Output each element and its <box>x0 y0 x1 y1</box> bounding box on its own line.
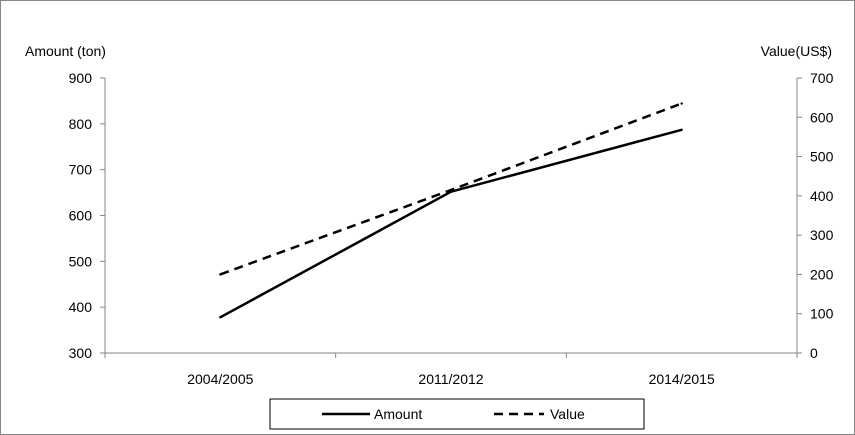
series-point-value <box>219 273 222 276</box>
left-axis-tick-label: 600 <box>69 208 93 224</box>
right-axis-title: Value(US$) <box>761 43 832 59</box>
series-point-amount <box>219 316 222 319</box>
left-axis-tick-label: 300 <box>69 345 93 361</box>
left-axis-tick-label: 800 <box>69 116 93 132</box>
legend-label-amount: Amount <box>374 406 422 422</box>
left-axis-tick-label: 500 <box>69 253 93 269</box>
series-layer <box>219 102 683 319</box>
x-axis-tick-label: 2014/2015 <box>649 371 715 387</box>
left-axis-tick-label: 400 <box>69 299 93 315</box>
series-point-value <box>449 188 453 192</box>
right-axis: 0 100 200 300 400 500 600 700 <box>796 70 834 361</box>
right-axis-tick-label: 500 <box>810 149 834 165</box>
left-axis-tick-label: 700 <box>69 162 93 178</box>
left-axis-title: Amount (ton) <box>25 43 106 59</box>
x-axis-tick-label: 2011/2012 <box>418 371 483 387</box>
right-axis-tick-label: 100 <box>810 306 834 322</box>
right-axis-tick-label: 0 <box>810 345 818 361</box>
x-axis-tick-label: 2004/2005 <box>187 371 253 387</box>
series-point-value <box>680 102 683 105</box>
x-axis: 2004/2005 2011/2012 2014/2015 <box>104 352 798 387</box>
legend: Amount Value <box>269 398 645 430</box>
right-axis-tick-label: 600 <box>810 109 834 125</box>
right-axis-tick-label: 700 <box>810 70 834 86</box>
left-axis: 300 400 500 600 700 800 900 <box>69 70 106 361</box>
series-point-amount <box>680 128 683 131</box>
right-axis-tick-label: 300 <box>810 227 834 243</box>
right-axis-tick-label: 200 <box>810 266 834 282</box>
left-axis-tick-label: 900 <box>69 70 93 86</box>
legend-label-value: Value <box>550 406 585 422</box>
right-axis-tick-label: 400 <box>810 188 834 204</box>
